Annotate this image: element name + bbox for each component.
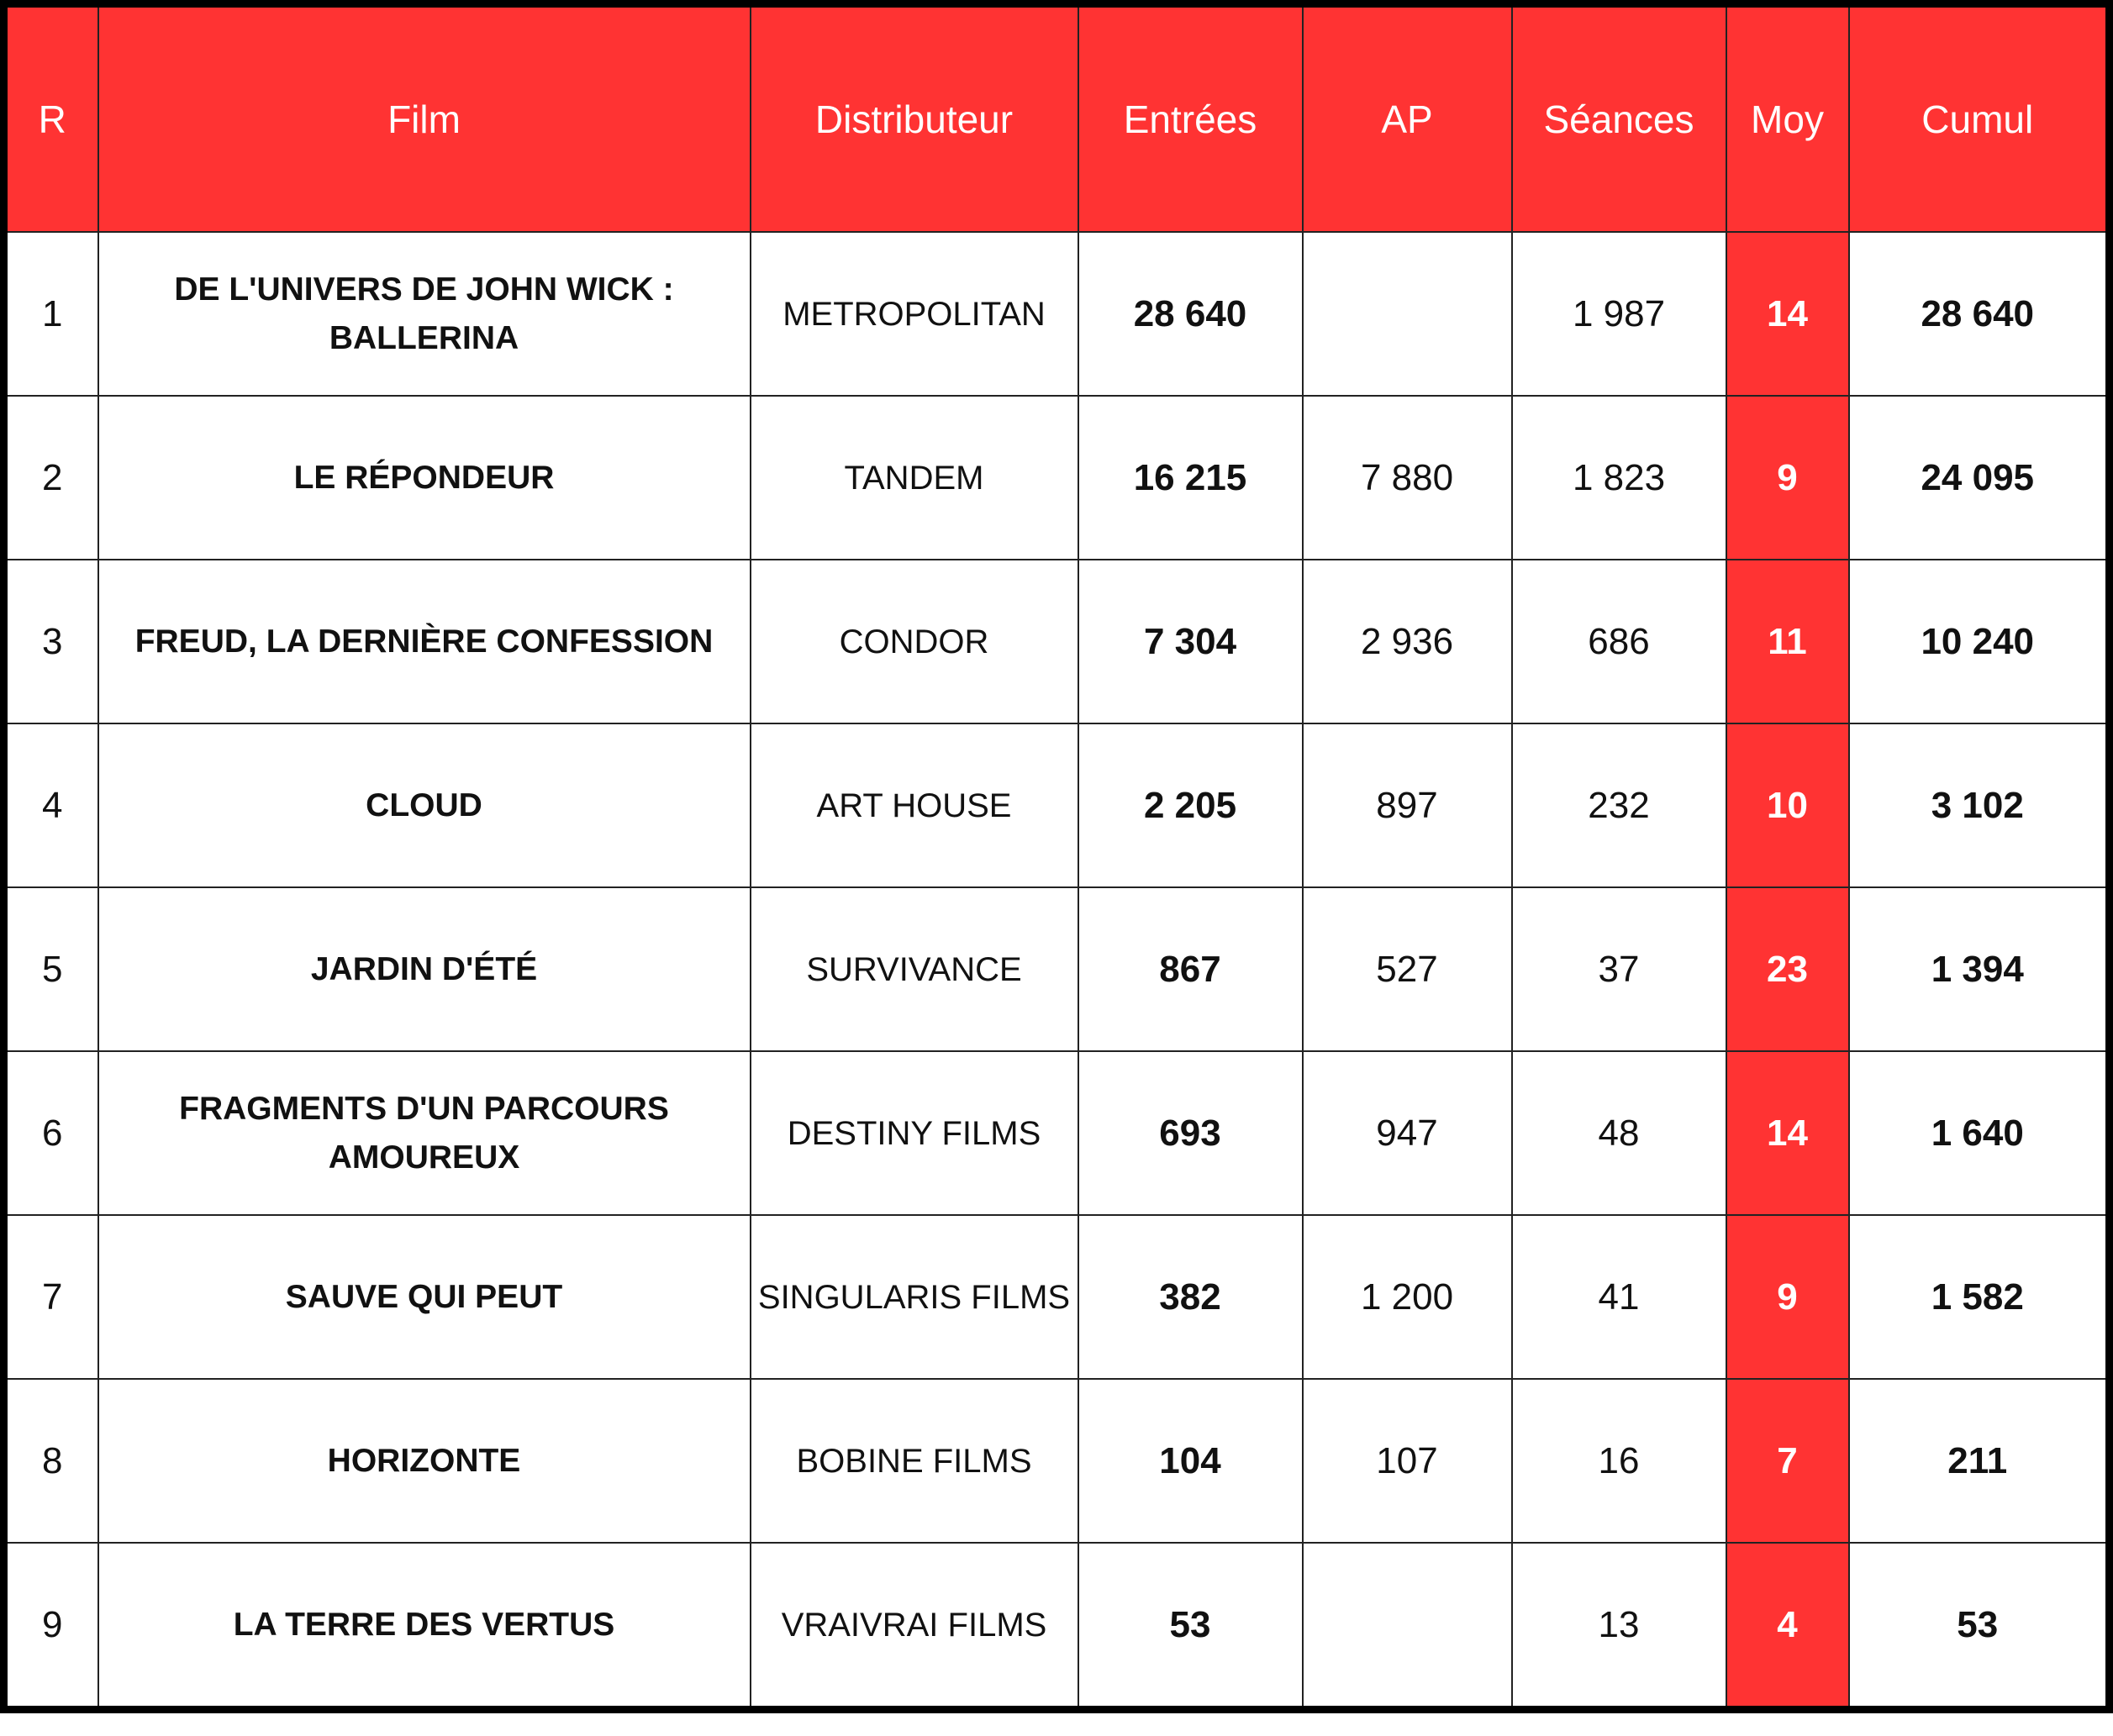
moy-cell: 9 [1725, 1214, 1850, 1380]
rank-cell: 8 [3, 1378, 99, 1544]
header-film: Film [97, 3, 751, 233]
cumul-cell: 53 [1847, 1542, 2110, 1711]
header-entrees: Entrées [1077, 3, 1304, 233]
ap-cell: 7 880 [1301, 395, 1513, 560]
table-row: 3 FREUD, LA DERNIÈRE CONFESSION CONDOR 7 30… [3, 559, 2110, 724]
table-row: 8 HORIZONTE BOBINE FILMS 104 107 16 7 211 [3, 1378, 2110, 1544]
film-cell: JARDIN D'ÉTÉ [97, 886, 751, 1052]
film-cell: LE RÉPONDEUR [97, 395, 751, 560]
entrees-cell: 2 205 [1077, 723, 1304, 888]
table-row: 1 DE L'UNIVERS DE JOHN WICK : BALLERINA ME… [3, 231, 2110, 397]
rank-cell: 4 [3, 723, 99, 888]
table-row: 6 FRAGMENTS D'UN PARCOURS AMOUREUX DESTINY… [3, 1050, 2110, 1216]
film-cell: HORIZONTE [97, 1378, 751, 1544]
header-distributeur: Distributeur [749, 3, 1079, 233]
distributeur-cell: SINGULARIS FILMS [749, 1214, 1079, 1380]
seances-cell: 1 987 [1510, 231, 1727, 397]
distributeur-cell: BOBINE FILMS [749, 1378, 1079, 1544]
distributeur-cell: DESTINY FILMS [749, 1050, 1079, 1216]
header-cumul: Cumul [1847, 3, 2110, 233]
ap-cell: 947 [1301, 1050, 1513, 1216]
seances-cell: 41 [1510, 1214, 1727, 1380]
film-cell: SAUVE QUI PEUT [97, 1214, 751, 1380]
header-ap: AP [1301, 3, 1513, 233]
seances-cell: 232 [1510, 723, 1727, 888]
cumul-cell: 1 394 [1847, 886, 2110, 1052]
moy-cell: 11 [1725, 559, 1850, 724]
table-row: 7 SAUVE QUI PEUT SINGULARIS FILMS 382 1 200 4… [3, 1214, 2110, 1380]
seances-cell: 1 823 [1510, 395, 1727, 560]
moy-cell: 9 [1725, 395, 1850, 560]
ap-cell: 1 200 [1301, 1214, 1513, 1380]
seances-cell: 16 [1510, 1378, 1727, 1544]
entrees-cell: 53 [1077, 1542, 1304, 1711]
header-seances: Séances [1510, 3, 1727, 233]
cumul-cell: 1 582 [1847, 1214, 2110, 1380]
table-row: 5 JARDIN D'ÉTÉ SURVIVANCE 867 527 37 23 1 394 [3, 886, 2110, 1052]
ap-cell [1301, 1542, 1513, 1711]
rank-cell: 9 [3, 1542, 99, 1711]
seances-cell: 48 [1510, 1050, 1727, 1216]
moy-cell: 7 [1725, 1378, 1850, 1544]
rank-cell: 1 [3, 231, 99, 397]
distributeur-cell: VRAIVRAI FILMS [749, 1542, 1079, 1711]
entrees-cell: 104 [1077, 1378, 1304, 1544]
header-rank: R [3, 3, 99, 233]
ap-cell: 2 936 [1301, 559, 1513, 724]
moy-cell: 23 [1725, 886, 1850, 1052]
entrees-cell: 7 304 [1077, 559, 1304, 724]
ap-cell: 107 [1301, 1378, 1513, 1544]
seances-cell: 686 [1510, 559, 1727, 724]
moy-cell: 14 [1725, 231, 1850, 397]
film-cell: LA TERRE DES VERTUS [97, 1542, 751, 1711]
seances-cell: 37 [1510, 886, 1727, 1052]
cumul-cell: 211 [1847, 1378, 2110, 1544]
moy-cell: 10 [1725, 723, 1850, 888]
cumul-cell: 10 240 [1847, 559, 2110, 724]
table-row: 2 LE RÉPONDEUR TANDEM 16 215 7 880 1 823 9 24 0… [3, 395, 2110, 560]
distributeur-cell: METROPOLITAN [749, 231, 1079, 397]
distributeur-cell: ART HOUSE [749, 723, 1079, 888]
ap-cell [1301, 231, 1513, 397]
cumul-cell: 1 640 [1847, 1050, 2110, 1216]
table-row: 9 LA TERRE DES VERTUS VRAIVRAI FILMS 53 13 4 5… [3, 1542, 2110, 1711]
entrees-cell: 16 215 [1077, 395, 1304, 560]
cumul-cell: 3 102 [1847, 723, 2110, 888]
rank-cell: 3 [3, 559, 99, 724]
ap-cell: 897 [1301, 723, 1513, 888]
film-cell: FREUD, LA DERNIÈRE CONFESSION [97, 559, 751, 724]
table-row: 4 CLOUD ART HOUSE 2 205 897 232 10 3 102 [3, 723, 2110, 888]
cumul-cell: 28 640 [1847, 231, 2110, 397]
ap-cell: 527 [1301, 886, 1513, 1052]
entrees-cell: 28 640 [1077, 231, 1304, 397]
film-cell: FRAGMENTS D'UN PARCOURS AMOUREUX [97, 1050, 751, 1216]
film-cell: DE L'UNIVERS DE JOHN WICK : BALLERINA [97, 231, 751, 397]
entrees-cell: 382 [1077, 1214, 1304, 1380]
header-row: R Film Distributeur Entrées AP Séances M… [3, 3, 2110, 233]
moy-cell: 4 [1725, 1542, 1850, 1711]
distributeur-cell: TANDEM [749, 395, 1079, 560]
rank-cell: 2 [3, 395, 99, 560]
distributeur-cell: CONDOR [749, 559, 1079, 724]
cumul-cell: 24 095 [1847, 395, 2110, 560]
rank-cell: 7 [3, 1214, 99, 1380]
distributeur-cell: SURVIVANCE [749, 886, 1079, 1052]
header-moy: Moy [1725, 3, 1850, 233]
entrees-cell: 693 [1077, 1050, 1304, 1216]
seances-cell: 13 [1510, 1542, 1727, 1711]
film-cell: CLOUD [97, 723, 751, 888]
entrees-cell: 867 [1077, 886, 1304, 1052]
rank-cell: 5 [3, 886, 99, 1052]
moy-cell: 14 [1725, 1050, 1850, 1216]
rank-cell: 6 [3, 1050, 99, 1216]
